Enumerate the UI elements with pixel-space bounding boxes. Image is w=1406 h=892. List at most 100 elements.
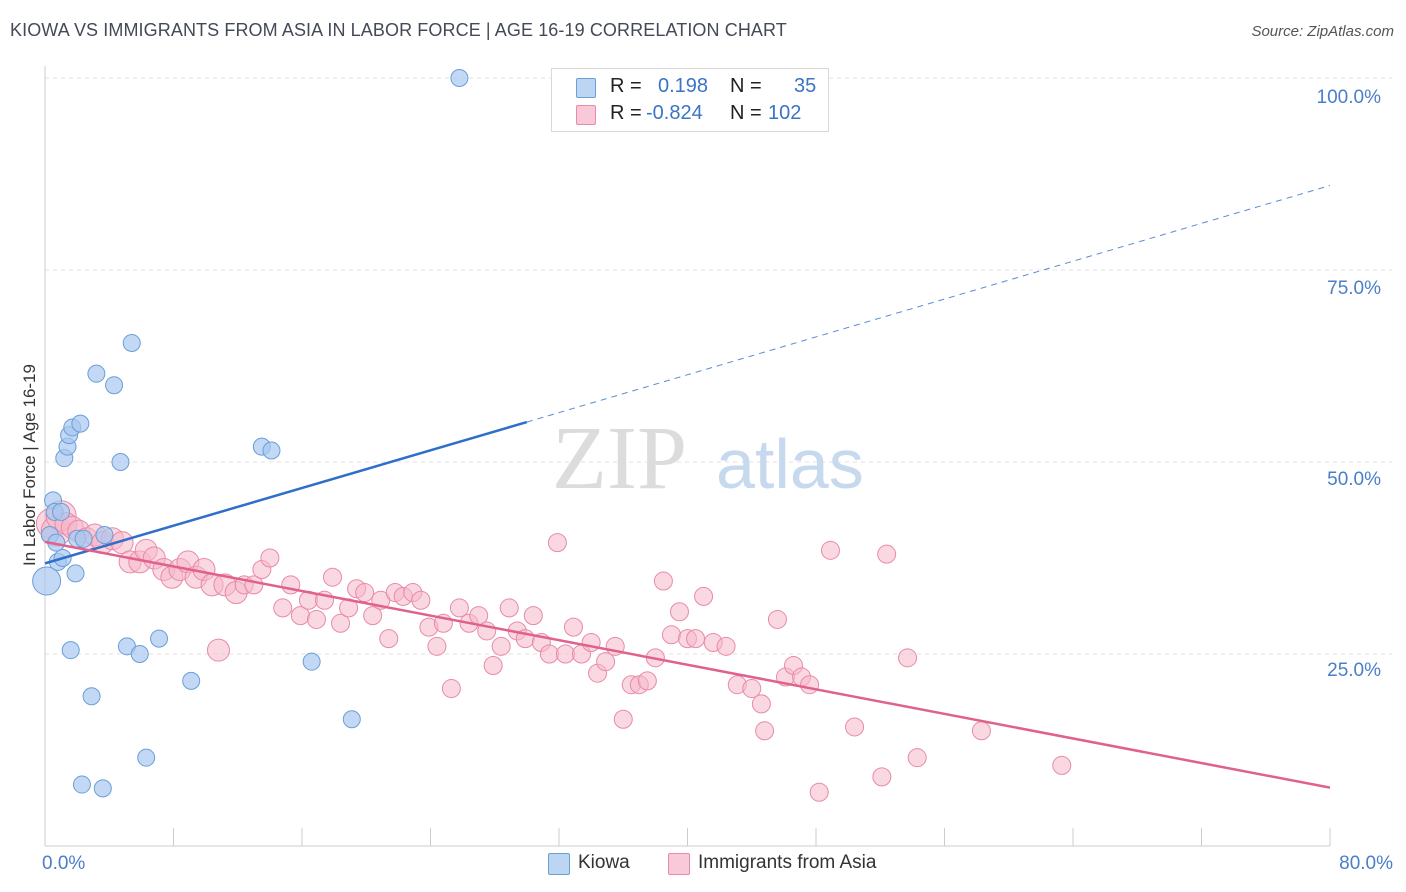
asia-point [331,613,351,633]
asia-point [523,606,543,626]
legend-label: Kiowa [578,852,630,873]
asia-point [483,656,503,676]
x-tick-label: 0.0% [42,853,86,874]
kiowa-point [182,671,201,690]
asia-point [427,636,447,656]
asia-point [809,782,829,802]
kiowa-trend-line [44,420,528,565]
asia-point [661,625,681,645]
asia-trend-line [44,540,1331,789]
kiowa-point [122,333,141,352]
kiowa-point [150,629,169,648]
kiowa-point [32,566,62,596]
n-label: N = [730,102,762,124]
kiowa-point [450,69,469,87]
kiowa-point [71,414,90,433]
y-tick-label: 25.0% [1327,660,1381,681]
kiowa-point [111,453,130,471]
asia-point [563,617,583,637]
kiowa-point [61,641,80,660]
asia-point [751,694,771,714]
asia-point [971,721,991,741]
asia-point [449,598,469,618]
watermark: ZIP atlas [552,409,864,508]
asia-swatch [668,853,690,875]
asia-point [596,652,616,672]
asia-point [539,644,559,664]
kiowa-point [74,529,93,548]
asia-point [669,602,689,622]
asia-point [686,629,706,649]
kiowa-swatch [576,78,596,98]
asia-point [323,567,343,587]
x-tick-label: 80.0% [1339,853,1393,874]
asia-point [547,533,567,553]
kiowa-point [302,652,321,671]
source-label: Source: ZipAtlas.com [1251,23,1394,40]
asia-point [694,586,714,606]
watermark-atlas: atlas [716,425,864,503]
asia-point [273,598,293,618]
asia-point [491,636,511,656]
kiowa-point [82,687,101,706]
kiowa-point [52,502,71,521]
n-label: N = [730,75,762,97]
asia-point [872,767,892,787]
r-label: R = [610,75,642,97]
asia-points [35,500,1072,802]
r-value: -0.824 [646,102,703,124]
n-value: 102 [768,102,802,124]
asia-point [637,671,657,691]
asia-point [877,544,897,564]
asia-point [379,629,399,649]
kiowa-swatch [548,853,570,875]
asia-point [716,636,736,656]
asia-point [767,609,787,629]
asia-point [755,721,775,741]
correlation-legend: R = 0.198 N = 35 R = -0.824 N = 102 [551,68,829,132]
asia-point [845,717,865,737]
kiowa-point [72,775,91,794]
asia-point [898,648,918,668]
kiowa-point [87,364,106,383]
asia-point [800,675,820,695]
kiowa-point [130,645,149,663]
asia-point [363,606,383,626]
kiowa-point [93,779,112,798]
kiowa-point [342,710,361,729]
y-tick-label: 50.0% [1327,469,1381,490]
asia-point [820,540,840,560]
asia-point [555,644,575,664]
asia-point [441,679,461,699]
r-value: 0.198 [658,75,709,97]
trend-lines [44,185,1331,789]
kiowa-point [66,564,85,583]
kiowa-point [262,441,281,460]
y-tick-label: 75.0% [1327,278,1381,299]
kiowa-point [105,376,124,395]
asia-point [653,571,673,591]
kiowa-points [32,69,469,798]
y-axis-label: In Labor Force | Age 16-19 [20,364,39,566]
asia-point [260,548,280,568]
asia-point [411,590,431,610]
legend-label: Immigrants from Asia [698,852,877,873]
kiowa-point [137,748,156,767]
watermark-zip: ZIP [552,409,687,508]
asia-swatch [576,105,596,125]
asia-point [907,748,927,768]
asia-point [613,709,633,729]
kiowa-trend-extension [526,185,1331,423]
asia-point [306,609,326,629]
kiowa-point [95,525,114,544]
chart-title: KIOWA VS IMMIGRANTS FROM ASIA IN LABOR F… [10,20,787,40]
axes [44,66,1331,847]
asia-point [499,598,519,618]
asia-point [355,583,375,603]
grid-lines [45,77,1392,655]
r-label: R = [610,102,642,124]
asia-point [1052,755,1072,775]
asia-point [206,638,230,662]
y-tick-label: 100.0% [1316,87,1381,108]
